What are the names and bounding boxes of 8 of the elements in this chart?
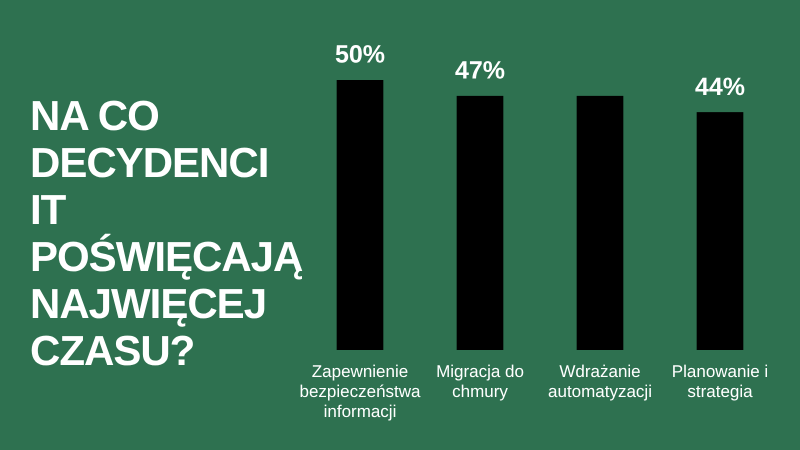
data-label: 44%: [694, 72, 746, 101]
x-tick-label: Planowanie i strategia: [672, 362, 768, 402]
x-tick-label: Migracja do chmury: [436, 362, 524, 402]
x-tick-label: Zapewnienie bezpieczeństwa informacji: [300, 362, 422, 422]
data-label: 50%: [334, 40, 386, 68]
text: NA CO DECYDENCI IT POŚWIĘCAJĄ NAJWIĘCEJ CZASU?: [30, 92, 302, 374]
x-tick-label: Wdrażanie automatyzacji: [548, 362, 652, 402]
data-label: 47%: [454, 56, 506, 85]
